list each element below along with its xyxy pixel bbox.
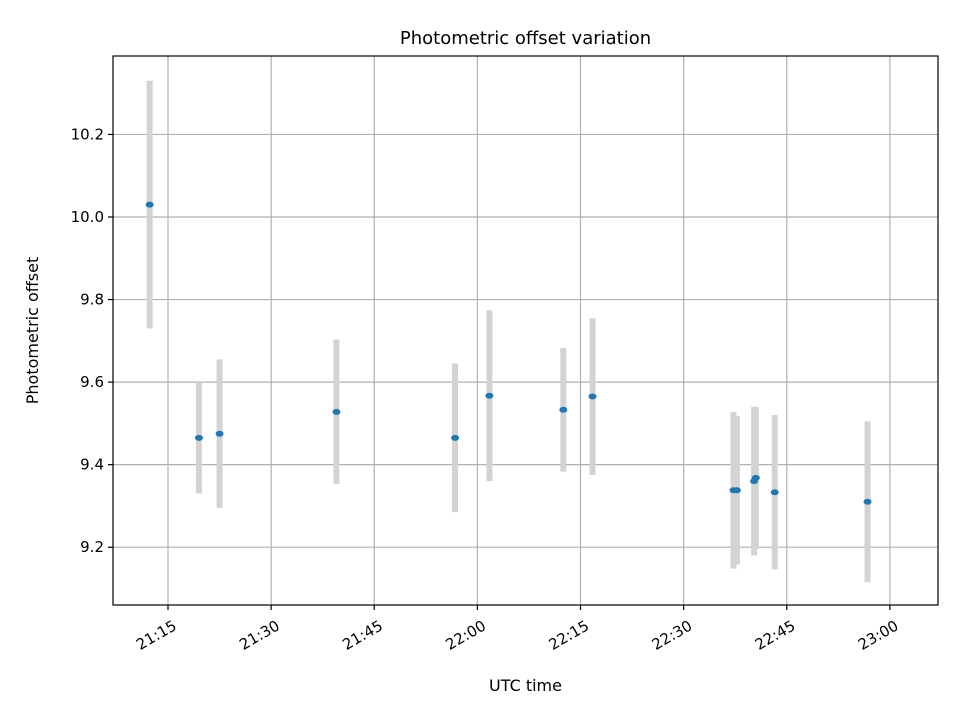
y-axis-title: Photometric offset xyxy=(23,257,42,405)
data-point xyxy=(863,498,872,505)
data-point xyxy=(732,487,741,494)
y-tick-label: 10.2 xyxy=(71,125,104,143)
data-point xyxy=(559,406,568,413)
data-point xyxy=(145,201,154,208)
x-tick-label: 21:45 xyxy=(339,617,385,654)
chart-title: Photometric offset variation xyxy=(400,28,651,49)
x-tick-label: 22:30 xyxy=(649,617,695,654)
plot-frame xyxy=(112,55,939,606)
x-tick-label: 22:00 xyxy=(443,617,489,654)
x-tick-label: 22:45 xyxy=(752,617,798,654)
data-point xyxy=(451,434,460,441)
y-tick-label: 9.6 xyxy=(80,373,104,391)
y-axis: 9.2 9.4 9.6 9.8 10.0 10.2 xyxy=(71,125,113,556)
y-tick-label: 10.0 xyxy=(71,208,104,226)
data-point xyxy=(588,393,597,400)
data-point xyxy=(332,408,341,415)
x-tick-label: 21:15 xyxy=(133,617,179,654)
y-tick-label: 9.8 xyxy=(80,291,104,309)
x-axis: 21:15 21:30 21:45 22:00 22:15 22:30 22:45 23:00 xyxy=(133,605,901,654)
x-tick-label: 22:15 xyxy=(546,617,592,654)
data-point xyxy=(485,392,494,399)
data-point xyxy=(770,489,779,496)
x-tick-label: 21:30 xyxy=(236,617,282,654)
data-point xyxy=(751,474,760,481)
x-tick-label: 23:00 xyxy=(855,617,901,654)
y-tick-label: 9.4 xyxy=(80,456,104,474)
error-bars xyxy=(146,80,871,583)
y-tick-label: 9.2 xyxy=(80,538,104,556)
grid xyxy=(113,56,938,605)
data-points xyxy=(145,201,872,505)
x-axis-title: UTC time xyxy=(489,676,562,695)
data-point xyxy=(215,430,224,437)
data-point xyxy=(194,434,203,441)
